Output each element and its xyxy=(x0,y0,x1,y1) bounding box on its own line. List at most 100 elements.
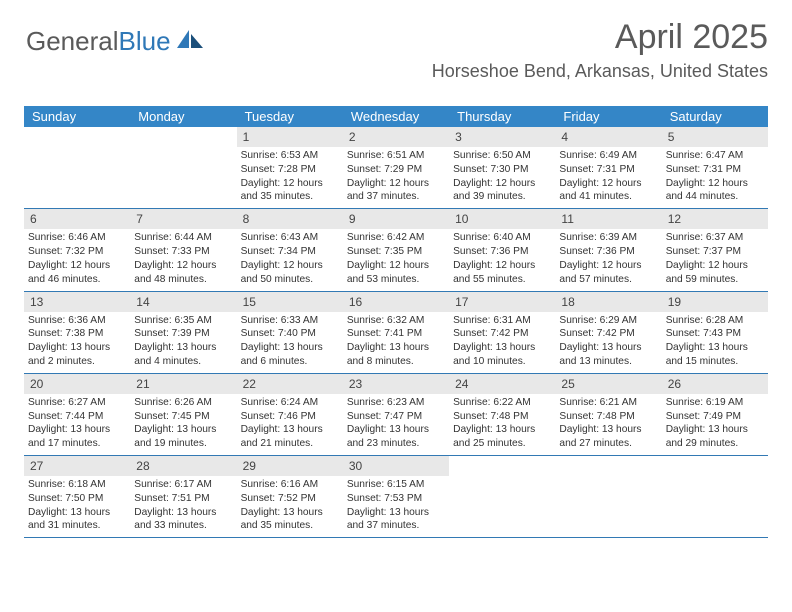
day-cell: 16Sunrise: 6:32 AMSunset: 7:41 PMDayligh… xyxy=(343,292,449,373)
day-cell: 20Sunrise: 6:27 AMSunset: 7:44 PMDayligh… xyxy=(24,374,130,455)
dow-saturday: Saturday xyxy=(662,106,768,127)
day-body: Sunrise: 6:31 AMSunset: 7:42 PMDaylight:… xyxy=(449,312,555,373)
day-body: Sunrise: 6:16 AMSunset: 7:52 PMDaylight:… xyxy=(237,476,343,537)
day-cell: 23Sunrise: 6:23 AMSunset: 7:47 PMDayligh… xyxy=(343,374,449,455)
day-number: 29 xyxy=(237,456,343,476)
day-cell: 3Sunrise: 6:50 AMSunset: 7:30 PMDaylight… xyxy=(449,127,555,208)
day-cell xyxy=(449,456,555,537)
daylight-text: Daylight: 12 hours and 44 minutes. xyxy=(666,177,764,205)
sunset-text: Sunset: 7:44 PM xyxy=(28,410,126,424)
day-cell: 22Sunrise: 6:24 AMSunset: 7:46 PMDayligh… xyxy=(237,374,343,455)
sunrise-text: Sunrise: 6:44 AM xyxy=(134,231,232,245)
day-cell: 28Sunrise: 6:17 AMSunset: 7:51 PMDayligh… xyxy=(130,456,236,537)
daylight-text: Daylight: 13 hours and 17 minutes. xyxy=(28,423,126,451)
day-body: Sunrise: 6:39 AMSunset: 7:36 PMDaylight:… xyxy=(555,229,661,290)
calendar: Sunday Monday Tuesday Wednesday Thursday… xyxy=(24,106,768,538)
week-row: 27Sunrise: 6:18 AMSunset: 7:50 PMDayligh… xyxy=(24,456,768,538)
day-number: 21 xyxy=(130,374,236,394)
day-number: 28 xyxy=(130,456,236,476)
day-number: 22 xyxy=(237,374,343,394)
daylight-text: Daylight: 13 hours and 27 minutes. xyxy=(559,423,657,451)
day-number: 26 xyxy=(662,374,768,394)
daylight-text: Daylight: 12 hours and 48 minutes. xyxy=(134,259,232,287)
sunset-text: Sunset: 7:37 PM xyxy=(666,245,764,259)
sunrise-text: Sunrise: 6:43 AM xyxy=(241,231,339,245)
sunset-text: Sunset: 7:35 PM xyxy=(347,245,445,259)
day-body: Sunrise: 6:35 AMSunset: 7:39 PMDaylight:… xyxy=(130,312,236,373)
day-body: Sunrise: 6:15 AMSunset: 7:53 PMDaylight:… xyxy=(343,476,449,537)
location: Horseshoe Bend, Arkansas, United States xyxy=(432,61,768,82)
day-cell: 27Sunrise: 6:18 AMSunset: 7:50 PMDayligh… xyxy=(24,456,130,537)
sunset-text: Sunset: 7:40 PM xyxy=(241,327,339,341)
sunset-text: Sunset: 7:31 PM xyxy=(559,163,657,177)
daylight-text: Daylight: 13 hours and 8 minutes. xyxy=(347,341,445,369)
sunset-text: Sunset: 7:51 PM xyxy=(134,492,232,506)
sunrise-text: Sunrise: 6:46 AM xyxy=(28,231,126,245)
daylight-text: Daylight: 12 hours and 41 minutes. xyxy=(559,177,657,205)
day-cell: 17Sunrise: 6:31 AMSunset: 7:42 PMDayligh… xyxy=(449,292,555,373)
day-number: 19 xyxy=(662,292,768,312)
day-body: Sunrise: 6:53 AMSunset: 7:28 PMDaylight:… xyxy=(237,147,343,208)
day-number: 15 xyxy=(237,292,343,312)
day-number: 14 xyxy=(130,292,236,312)
day-body: Sunrise: 6:47 AMSunset: 7:31 PMDaylight:… xyxy=(662,147,768,208)
sunset-text: Sunset: 7:36 PM xyxy=(453,245,551,259)
sunrise-text: Sunrise: 6:39 AM xyxy=(559,231,657,245)
sunrise-text: Sunrise: 6:51 AM xyxy=(347,149,445,163)
day-cell xyxy=(130,127,236,208)
day-cell: 12Sunrise: 6:37 AMSunset: 7:37 PMDayligh… xyxy=(662,209,768,290)
day-number: 23 xyxy=(343,374,449,394)
daylight-text: Daylight: 12 hours and 53 minutes. xyxy=(347,259,445,287)
sunrise-text: Sunrise: 6:27 AM xyxy=(28,396,126,410)
sunrise-text: Sunrise: 6:33 AM xyxy=(241,314,339,328)
brand-part2: Blue xyxy=(119,26,171,57)
dow-row: Sunday Monday Tuesday Wednesday Thursday… xyxy=(24,106,768,127)
sunset-text: Sunset: 7:38 PM xyxy=(28,327,126,341)
daylight-text: Daylight: 12 hours and 46 minutes. xyxy=(28,259,126,287)
sunrise-text: Sunrise: 6:40 AM xyxy=(453,231,551,245)
day-number: 13 xyxy=(24,292,130,312)
dow-sunday: Sunday xyxy=(24,106,130,127)
sunrise-text: Sunrise: 6:37 AM xyxy=(666,231,764,245)
week-row: 6Sunrise: 6:46 AMSunset: 7:32 PMDaylight… xyxy=(24,209,768,291)
sunrise-text: Sunrise: 6:18 AM xyxy=(28,478,126,492)
day-cell: 7Sunrise: 6:44 AMSunset: 7:33 PMDaylight… xyxy=(130,209,236,290)
daylight-text: Daylight: 12 hours and 55 minutes. xyxy=(453,259,551,287)
sail-icon xyxy=(175,26,205,57)
day-number: 16 xyxy=(343,292,449,312)
day-cell: 9 Sunrise: 6:42 AMSunset: 7:35 PMDaylight… xyxy=(343,209,449,290)
day-body: Sunrise: 6:22 AMSunset: 7:48 PMDaylight:… xyxy=(449,394,555,455)
sunrise-text: Sunrise: 6:35 AM xyxy=(134,314,232,328)
day-number: 2 xyxy=(343,127,449,147)
day-cell: 11Sunrise: 6:39 AMSunset: 7:36 PMDayligh… xyxy=(555,209,661,290)
day-cell: 19Sunrise: 6:28 AMSunset: 7:43 PMDayligh… xyxy=(662,292,768,373)
sunset-text: Sunset: 7:48 PM xyxy=(559,410,657,424)
daylight-text: Daylight: 12 hours and 50 minutes. xyxy=(241,259,339,287)
sunset-text: Sunset: 7:42 PM xyxy=(559,327,657,341)
daylight-text: Daylight: 13 hours and 2 minutes. xyxy=(28,341,126,369)
day-number: 17 xyxy=(449,292,555,312)
week-row: 20Sunrise: 6:27 AMSunset: 7:44 PMDayligh… xyxy=(24,374,768,456)
sunset-text: Sunset: 7:29 PM xyxy=(347,163,445,177)
day-body: Sunrise: 6:50 AMSunset: 7:30 PMDaylight:… xyxy=(449,147,555,208)
day-number: 9 xyxy=(343,209,449,229)
day-body: Sunrise: 6:33 AMSunset: 7:40 PMDaylight:… xyxy=(237,312,343,373)
daylight-text: Daylight: 12 hours and 59 minutes. xyxy=(666,259,764,287)
day-number: 27 xyxy=(24,456,130,476)
dow-wednesday: Wednesday xyxy=(343,106,449,127)
sunset-text: Sunset: 7:28 PM xyxy=(241,163,339,177)
week-row: 1Sunrise: 6:53 AMSunset: 7:28 PMDaylight… xyxy=(24,127,768,209)
day-body: Sunrise: 6:24 AMSunset: 7:46 PMDaylight:… xyxy=(237,394,343,455)
day-cell: 26Sunrise: 6:19 AMSunset: 7:49 PMDayligh… xyxy=(662,374,768,455)
sunrise-text: Sunrise: 6:23 AM xyxy=(347,396,445,410)
day-number: 7 xyxy=(130,209,236,229)
daylight-text: Daylight: 12 hours and 57 minutes. xyxy=(559,259,657,287)
header-right: April 2025 Horseshoe Bend, Arkansas, Uni… xyxy=(432,18,768,82)
daylight-text: Daylight: 13 hours and 25 minutes. xyxy=(453,423,551,451)
day-body: Sunrise: 6:19 AMSunset: 7:49 PMDaylight:… xyxy=(662,394,768,455)
daylight-text: Daylight: 13 hours and 37 minutes. xyxy=(347,506,445,534)
sunrise-text: Sunrise: 6:42 AM xyxy=(347,231,445,245)
day-body: Sunrise: 6:29 AMSunset: 7:42 PMDaylight:… xyxy=(555,312,661,373)
day-number: 4 xyxy=(555,127,661,147)
day-cell: 29Sunrise: 6:16 AMSunset: 7:52 PMDayligh… xyxy=(237,456,343,537)
